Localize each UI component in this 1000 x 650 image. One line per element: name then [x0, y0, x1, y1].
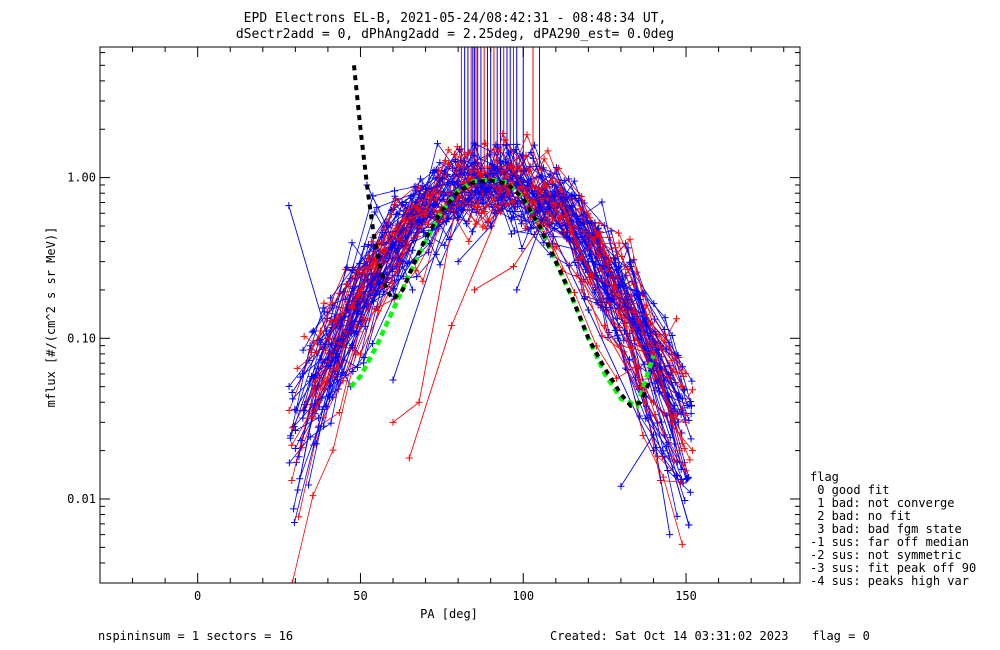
- x-tick-label: 150: [675, 589, 697, 603]
- data-trace: [296, 186, 683, 387]
- data-trace: [295, 187, 690, 431]
- outlier-point: [519, 167, 657, 455]
- outlier-point: [405, 181, 514, 462]
- x-tick-label: 50: [353, 589, 367, 603]
- chart-title-line2: dSectr2add = 0, dPhAng2add = 2.25deg, dP…: [236, 27, 674, 42]
- fit-curve-green: [349, 177, 656, 409]
- outlier-point: [389, 189, 462, 426]
- x-tick-label: 100: [512, 589, 534, 603]
- legend-item: 2 bad: no fit: [810, 509, 911, 523]
- footer-flag: flag = 0: [812, 629, 870, 643]
- outlier-point: [324, 279, 397, 358]
- data-trace: [292, 177, 682, 415]
- x-tick-label: 0: [194, 589, 201, 603]
- fit-curve-black: [352, 65, 653, 409]
- data-point: [300, 148, 680, 376]
- x-axis-label: PA [deg]: [420, 607, 478, 621]
- data-trace: [326, 174, 678, 517]
- outlier-point: [373, 177, 462, 212]
- footer-nspin: nspininsum = 1 sectors = 16: [98, 629, 293, 643]
- y-axis-label: mflux [#/(cm^2 s sr MeV)]: [44, 227, 58, 408]
- data-trace: [312, 158, 673, 361]
- legend-item: -1 sus: far off median: [810, 535, 969, 549]
- outlier-point: [389, 177, 511, 384]
- data-point: [288, 145, 688, 583]
- legend-item: -4 sus: peaks high var: [810, 574, 969, 588]
- legend-item: -3 sus: fit peak off 90: [810, 561, 976, 575]
- data-trace: [299, 181, 686, 501]
- chart-title-line1: EPD Electrons EL-B, 2021-05-24/08:42:31 …: [244, 11, 667, 26]
- outlier-point: [470, 199, 560, 294]
- data-point: [323, 171, 681, 520]
- outlier-point: [454, 181, 521, 266]
- outlier-point: [337, 189, 462, 324]
- y-tick-label: 1.00: [67, 171, 96, 185]
- axes: 0 50 100 150 0.01 0.10 1.00: [67, 46, 801, 603]
- outlier-point: [513, 181, 592, 294]
- outlier-point: [601, 322, 697, 455]
- plot-frame: [99, 46, 801, 584]
- outlier-point: [617, 342, 684, 455]
- footer-created: Created: Sat Oct 14 03:31:02 2023: [550, 629, 788, 643]
- data-trace: [332, 148, 687, 480]
- outlier-point: [617, 431, 674, 539]
- legend-item: 3 bad: bad fgm state: [810, 522, 962, 536]
- data-trace: [326, 148, 676, 416]
- flag-legend: flag 0 good fit 1 bad: not converge 2 ba…: [810, 470, 976, 588]
- y-tick-label: 0.10: [67, 331, 96, 345]
- legend-title: flag: [810, 470, 839, 484]
- legend-item: 0 good fit: [810, 483, 889, 497]
- fit-curves: [349, 65, 656, 409]
- data-trace: [323, 159, 675, 462]
- outlier-point: [578, 286, 690, 475]
- y-tick-label: 0.01: [67, 492, 96, 506]
- data-traces: [285, 130, 697, 583]
- legend-item: 1 bad: not converge: [810, 496, 955, 510]
- data-point: [296, 178, 689, 505]
- legend-item: -2 sus: not symmetric: [810, 548, 962, 562]
- peak-star: [467, 175, 476, 184]
